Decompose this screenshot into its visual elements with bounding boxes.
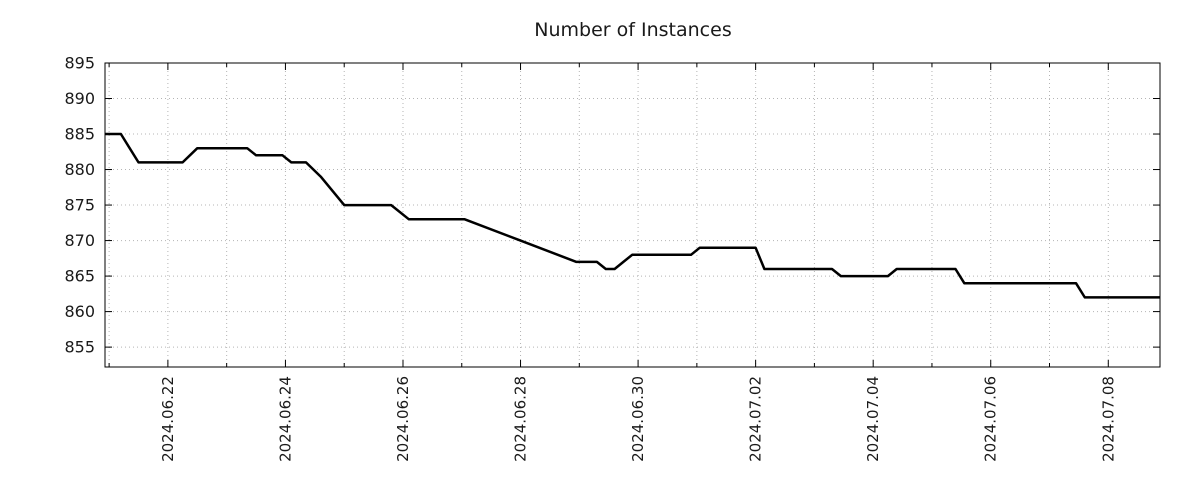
x-tick-label: 2024.06.26 xyxy=(394,376,412,462)
y-tick-label: 875 xyxy=(64,196,95,215)
x-tick-label: 2024.07.08 xyxy=(1099,376,1117,462)
chart-title: Number of Instances xyxy=(534,19,731,41)
y-tick-label: 870 xyxy=(64,231,95,250)
y-tick-label: 865 xyxy=(64,267,95,286)
y-tick-label: 860 xyxy=(64,302,95,321)
x-tick-label: 2024.06.28 xyxy=(512,376,530,462)
x-tick-label: 2024.06.24 xyxy=(276,376,294,462)
y-tick-label: 885 xyxy=(64,125,95,144)
x-tick-label: 2024.07.04 xyxy=(864,376,882,462)
y-tick-label: 855 xyxy=(64,338,95,357)
x-tick-label: 2024.07.06 xyxy=(982,376,1000,462)
series-line-instances xyxy=(105,132,1160,299)
chart-plot-area: 855 860 865 870 875 880 885 890 895 2024.06.22 202… xyxy=(64,54,1161,462)
y-tick-label: 880 xyxy=(64,160,95,179)
x-tick-label: 2024.06.22 xyxy=(159,376,177,462)
x-tick-label: 2024.06.30 xyxy=(629,376,647,462)
y-tick-label: 890 xyxy=(64,89,95,108)
x-tick-label: 2024.07.02 xyxy=(747,376,765,462)
y-tick-label: 895 xyxy=(64,54,95,73)
plot-border xyxy=(104,62,1161,368)
